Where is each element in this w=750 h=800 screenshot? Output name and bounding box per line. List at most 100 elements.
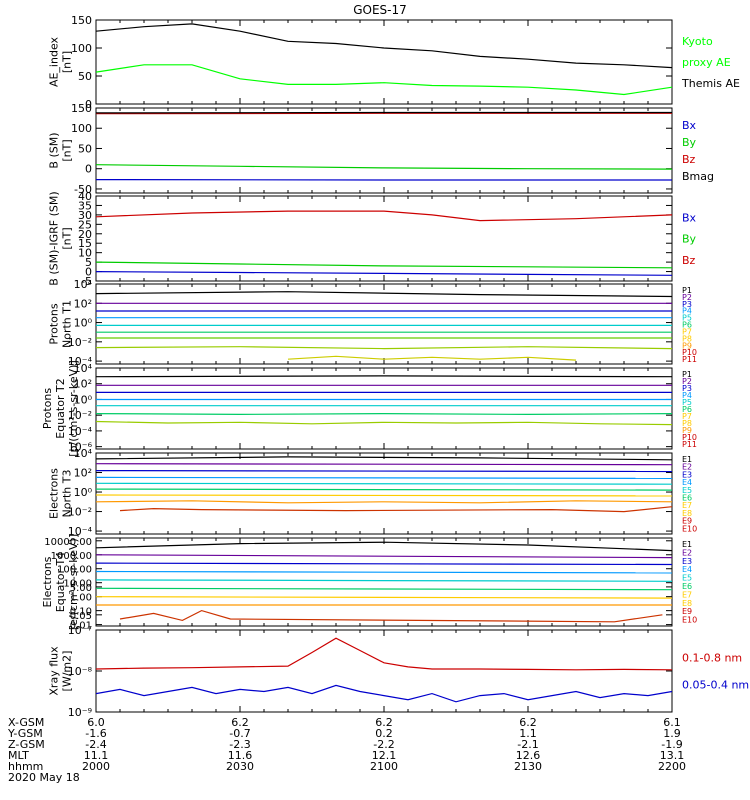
legend-entry: P5: [682, 314, 692, 323]
series-line: [95, 470, 673, 473]
series-line: [95, 412, 673, 416]
legend-entry: E9: [682, 607, 692, 616]
y-tick-label: 0.10: [70, 607, 92, 618]
y-tick-label: 100: [71, 122, 92, 135]
y-tick-label: 20: [78, 228, 92, 241]
x-annotation-row-label: hhmm: [8, 760, 43, 773]
y-tick-label: 5.00: [70, 583, 92, 594]
legend-entry: P6: [682, 405, 692, 414]
y-tick-label: 15: [78, 237, 92, 250]
y-tick-label: 10⁻²: [68, 336, 92, 349]
x-annotation-value: 6.2: [519, 716, 537, 729]
y-axis-label: North T3: [61, 470, 74, 518]
series-line: [95, 476, 673, 479]
legend-entry: E4: [682, 478, 692, 487]
x-annotation-value: -2.4: [85, 738, 106, 751]
y-tick-label: 0: [85, 98, 92, 111]
series-line: [95, 541, 673, 552]
x-axis-date: 2020 May 18: [8, 771, 80, 784]
y-axis-label: [p/(cm²-s-sr-keV)]: [67, 360, 80, 457]
x-annotation-value: 11.6: [228, 749, 253, 762]
legend-entry: E3: [682, 557, 692, 566]
series-line: [95, 587, 673, 591]
series-line: [95, 488, 673, 491]
x-annotation-value: 13.1: [660, 749, 685, 762]
series-line: [95, 570, 673, 574]
x-annotation-value: -1.6: [85, 727, 106, 740]
series-line: [95, 291, 673, 298]
legend-entry: E10: [682, 616, 697, 625]
series-line: [95, 494, 673, 497]
legend-entry: 0.1-0.8 nm: [682, 651, 742, 664]
x-annotation-row-label: X-GSM: [8, 716, 44, 729]
legend-entry: P7: [682, 327, 692, 336]
legend-entry: P8: [682, 334, 692, 343]
legend-entry: E1: [682, 455, 692, 464]
y-tick-label: 10²: [74, 297, 92, 310]
y-tick-label: 50: [78, 70, 92, 83]
x-annotation-value: 6.2: [375, 716, 393, 729]
x-annotation-value: 2130: [514, 760, 542, 773]
legend-entry: Bx: [682, 119, 697, 132]
series-line: [95, 64, 673, 96]
series-line: [95, 271, 673, 276]
x-annotation-value: -2.2: [373, 738, 394, 751]
y-axis-label: Equator T4: [54, 552, 67, 612]
y-tick-label: -5: [81, 275, 92, 288]
x-annotation-row-label: Y-GSM: [7, 727, 43, 740]
legend-entry: E2: [682, 548, 692, 557]
y-tick-label: 1.00: [70, 593, 92, 604]
x-annotation-value: 2030: [226, 760, 254, 773]
y-tick-label: 150: [71, 14, 92, 27]
y-axis-label: Protons: [41, 388, 54, 429]
x-annotation-value: 11.1: [84, 749, 109, 762]
legend-entry: By: [682, 136, 697, 149]
panel-frame: [95, 629, 673, 713]
y-tick-label: 10: [78, 247, 92, 260]
legend-entry: E7: [682, 590, 692, 599]
legend-entry: Themis AE: [681, 77, 740, 90]
legend-entry: Bz: [682, 153, 696, 166]
legend-entry: P2: [682, 293, 692, 302]
legend-entry: E6: [682, 582, 692, 591]
legend-entry: P10: [682, 348, 697, 357]
panel-8: 10⁻⁹ 10⁻⁸ 10⁻⁷ Xray flux [W/m2] 0.1-0.8 nm 0.0…: [48, 624, 750, 719]
x-annotation-value: 6.2: [231, 716, 249, 729]
series-line: [95, 261, 673, 269]
y-tick-label: 10000.00: [44, 537, 92, 548]
x-annotation-value: -0.7: [229, 727, 250, 740]
x-annotation-row-label: MLT: [8, 749, 29, 762]
x-annotation-row-label: Z-GSM: [8, 738, 45, 751]
x-annotation-value: 1.1: [519, 727, 537, 740]
x-annotation-value: 12.1: [372, 749, 397, 762]
y-tick-label: 50: [78, 142, 92, 155]
legend-entry: Bx: [682, 211, 697, 224]
y-axis-label: [nT]: [61, 51, 74, 73]
y-axis-label: North T1: [61, 300, 74, 348]
y-axis-label: [e/(cm²-s-sr-keV)]: [67, 534, 80, 630]
legend-entry: E9: [682, 517, 692, 526]
legend-entry: P11: [682, 355, 697, 364]
y-tick-label: 25: [78, 218, 92, 231]
series-line: [119, 609, 663, 623]
chart-title: GOES-17: [353, 3, 407, 17]
legend-entry: By: [682, 233, 697, 246]
y-tick-label: 10⁴: [74, 278, 93, 291]
y-axis-label: Xray flux: [48, 646, 61, 696]
series-line: [95, 562, 673, 566]
legend-entry: E4: [682, 565, 692, 574]
y-tick-label: 10⁰: [74, 317, 93, 330]
y-tick-label: 10.00: [63, 579, 92, 590]
x-annotation-value: 6.1: [663, 716, 681, 729]
legend-entry: 0.05-0.4 nm: [682, 679, 749, 692]
panel-6: 10⁻⁴ 10⁻² 10⁰ 10² 10⁴ Electrons North T3 E1E2E3…: [48, 447, 698, 538]
legend-entry: P9: [682, 341, 692, 350]
series-line: [95, 346, 673, 350]
series-line: [95, 596, 673, 599]
y-tick-label: 30: [78, 209, 92, 222]
legend-entry: P1: [682, 286, 692, 295]
x-annotation-value: -2.3: [229, 738, 250, 751]
legend-entry: E3: [682, 470, 692, 479]
